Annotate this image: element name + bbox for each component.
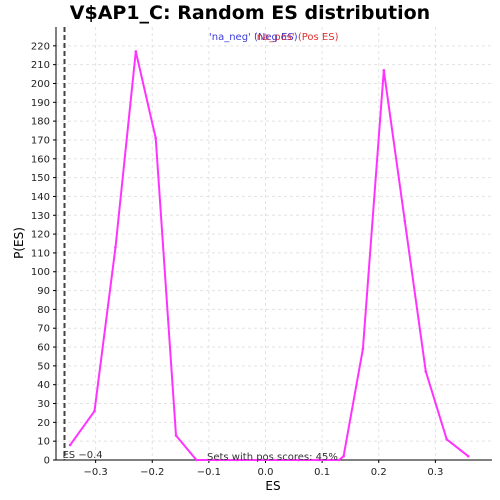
y-tick-label: 220	[31, 41, 50, 52]
y-tick-label: 40	[37, 380, 50, 391]
data-point	[338, 459, 341, 462]
y-tick-label: 200	[31, 79, 50, 90]
data-point	[69, 444, 72, 447]
x-tick-label: 0.3	[427, 467, 443, 478]
y-tick-label: 190	[31, 98, 50, 109]
y-tick-label: 110	[31, 248, 50, 259]
y-tick-label: 30	[37, 399, 50, 410]
legend: 'na_neg' (Neg ES) 'na_pos' (Pos ES)	[209, 32, 339, 43]
data-point	[445, 438, 448, 441]
y-tick-label: 140	[31, 192, 50, 203]
y-tick-label: 10	[37, 437, 50, 448]
data-point	[362, 348, 365, 351]
pos-scores-annotation: Sets with pos scores: 45%	[207, 452, 338, 463]
y-tick-label: 20	[37, 418, 50, 429]
y-tick-label: 150	[31, 173, 50, 184]
data-point	[195, 459, 198, 462]
y-tick-label: 90	[37, 286, 50, 297]
y-tick-label: 50	[37, 361, 50, 372]
y-tick-label: 100	[31, 267, 50, 278]
y-tick-label: 210	[31, 60, 50, 71]
x-tick-label: −0.2	[140, 467, 164, 478]
legend-entry-pos: 'na_pos' (Pos ES)	[254, 32, 339, 43]
data-point	[154, 137, 157, 140]
data-point	[135, 50, 138, 53]
x-tick-label: −0.1	[197, 467, 221, 478]
data-point	[467, 455, 470, 458]
data-point	[404, 220, 407, 223]
chart-title: V$AP1_C: Random ES distribution	[70, 2, 430, 24]
x-tick-label: 0.2	[371, 467, 387, 478]
axes	[56, 27, 492, 460]
x-tick-label: −0.3	[83, 467, 107, 478]
y-tick-label: 70	[37, 324, 50, 335]
es-line-label: ES −0.4	[62, 450, 102, 461]
x-axis-label: ES	[265, 479, 280, 493]
y-tick-label: 0	[44, 456, 50, 467]
data-point	[383, 69, 386, 72]
series-layer	[69, 50, 470, 461]
y-tick-label: 170	[31, 135, 50, 146]
x-tick-label: 0.0	[258, 467, 274, 478]
data-point	[342, 455, 345, 458]
y-tick-label: 120	[31, 230, 50, 241]
grid	[56, 27, 492, 460]
x-tick-label: 0.1	[314, 467, 330, 478]
data-point	[175, 434, 178, 437]
data-point	[424, 370, 427, 373]
y-tick-label: 80	[37, 305, 50, 316]
y-tick-label: 180	[31, 117, 50, 128]
y-tick-label: 130	[31, 211, 50, 222]
y-tick-label: 160	[31, 154, 50, 165]
data-point	[93, 410, 96, 413]
y-tick-label: 60	[37, 343, 50, 354]
series-line	[70, 52, 468, 461]
y-axis-label: P(ES)	[12, 227, 26, 259]
data-point	[114, 246, 117, 249]
